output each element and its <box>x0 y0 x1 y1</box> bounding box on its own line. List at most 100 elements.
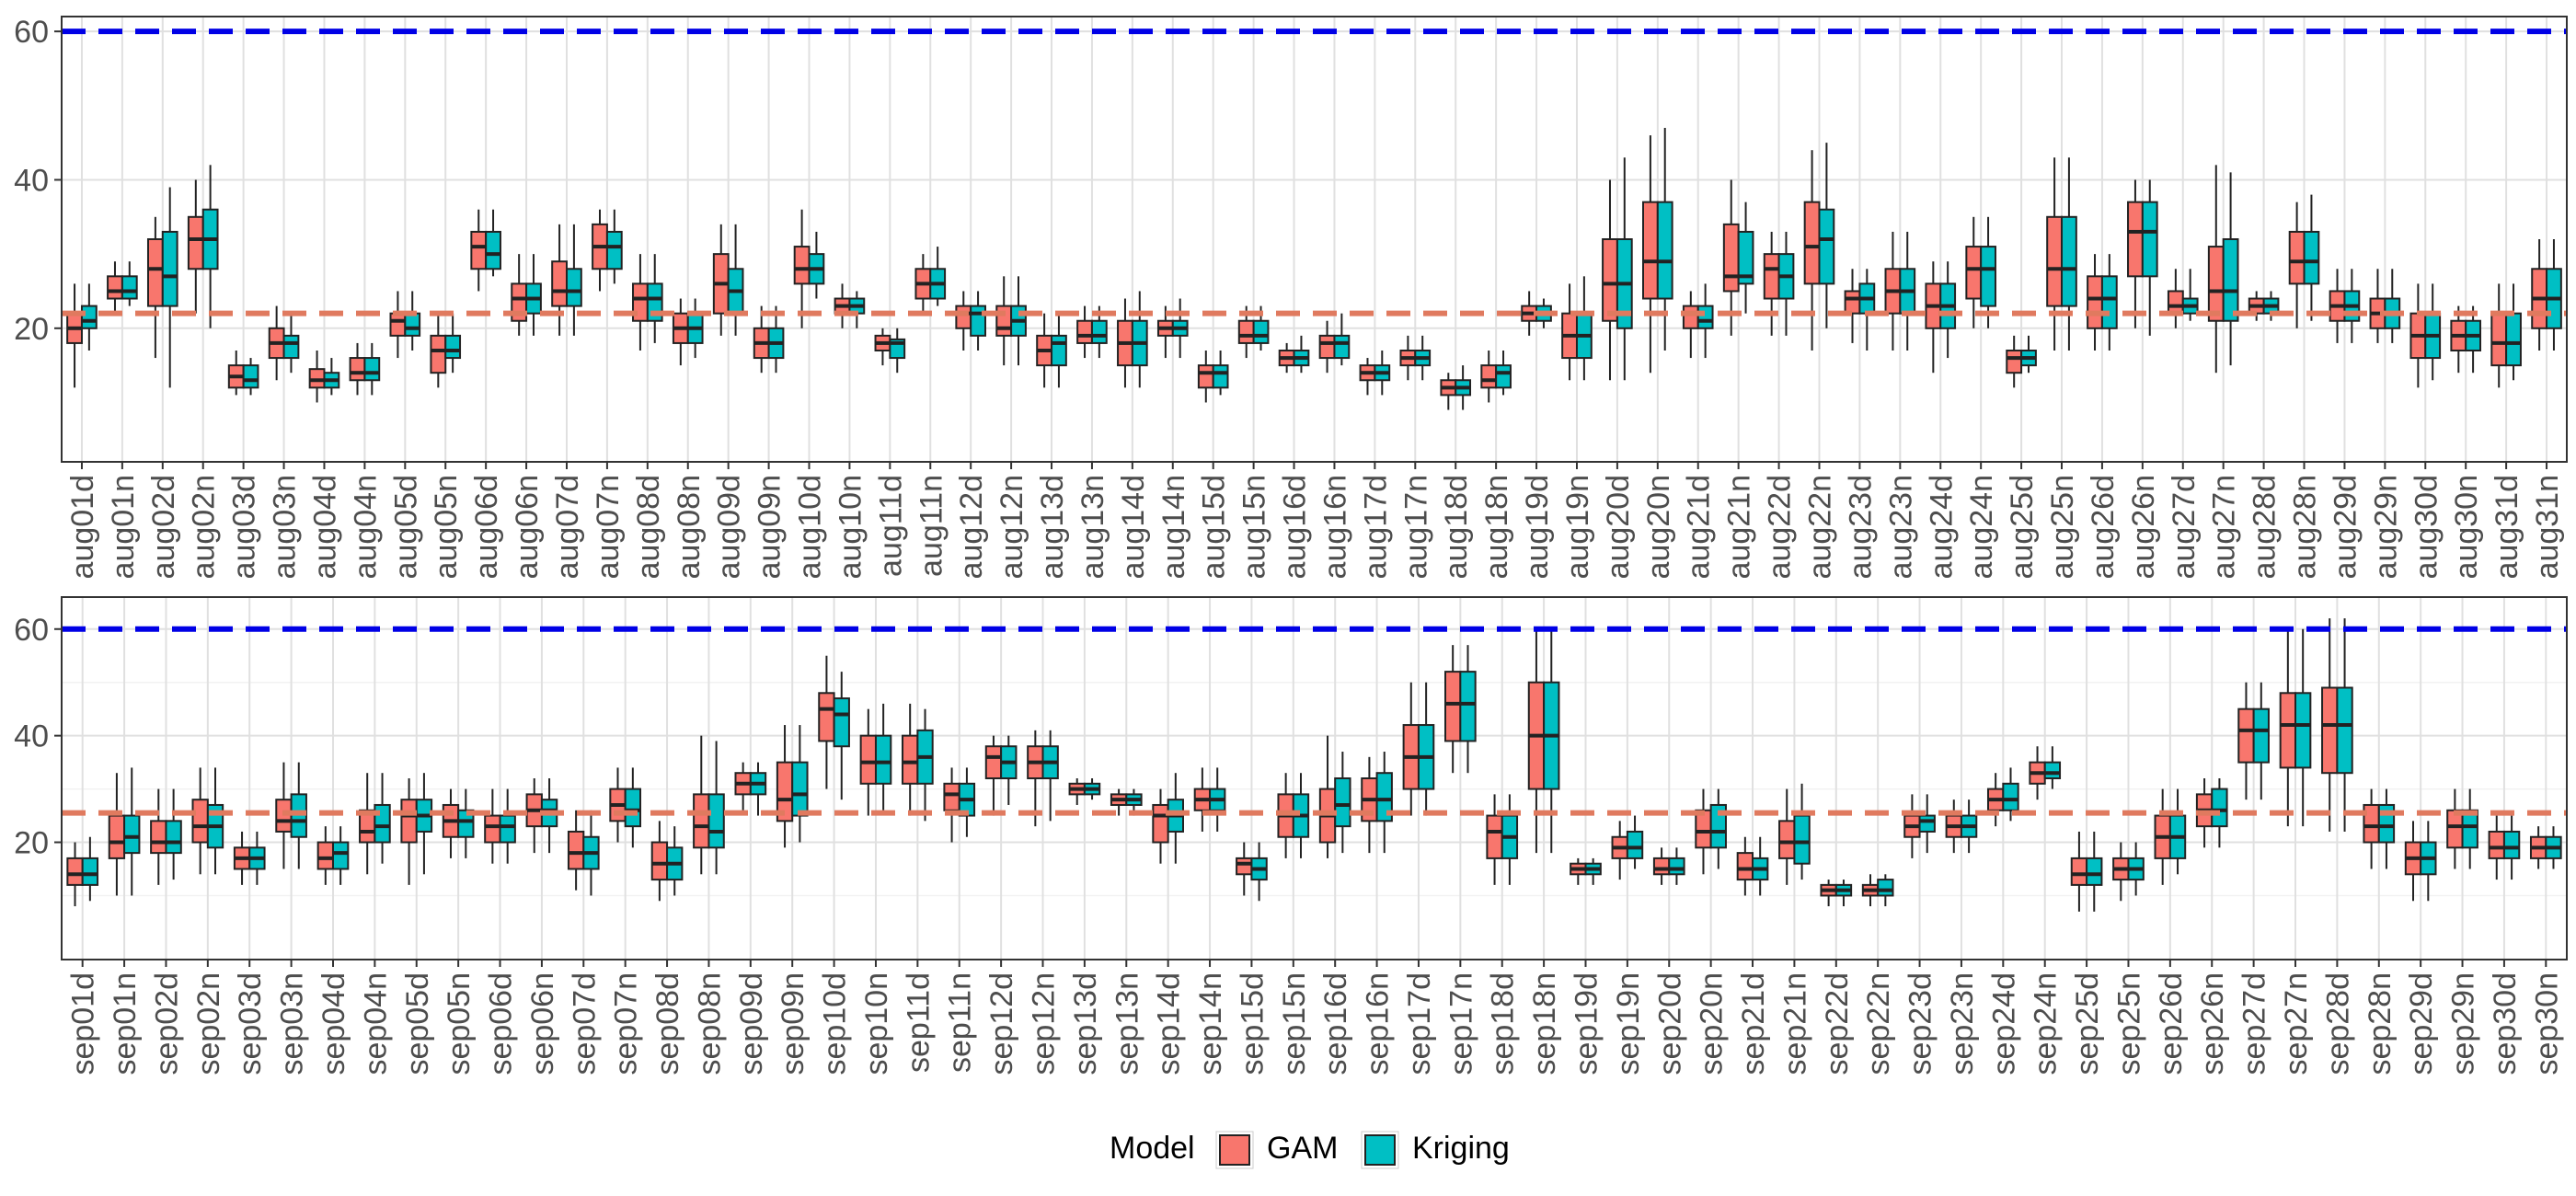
x-tick-label: sep07d <box>567 972 602 1075</box>
box-iqr <box>943 782 960 811</box>
box-kriging-sep27n <box>2294 628 2312 827</box>
box-kriging-aug13n <box>1090 305 1108 359</box>
y-tick-label: 60 <box>14 15 49 50</box>
x-tick-label: aug22d <box>1763 475 1798 579</box>
x-tick-label: sep01d <box>66 972 101 1075</box>
x-tick-label: aug06d <box>469 475 504 579</box>
x-tick-label: aug19n <box>1560 475 1595 579</box>
box-kriging-sep19n <box>1626 815 1644 869</box>
box-kriging-aug22d <box>1777 231 1795 336</box>
box-gam-aug17d <box>1359 358 1376 396</box>
box-kriging-aug23d <box>1858 269 1876 351</box>
x-tick-label: sep05n <box>442 972 477 1075</box>
box-iqr <box>2490 312 2508 367</box>
x-tick-label: sep01n <box>108 972 143 1075</box>
box-kriging-aug04d <box>323 358 340 396</box>
box-iqr <box>308 368 326 389</box>
x-tick-label: aug31n <box>2530 475 2565 579</box>
box-iqr <box>282 334 300 360</box>
box-kriging-aug20d <box>1616 157 1633 381</box>
box-kriging-sep27d <box>2252 682 2270 800</box>
box-kriging-sep07d <box>582 810 600 896</box>
box-gam-sep30n <box>2529 826 2547 869</box>
legend-title: Model <box>1110 1131 1195 1166</box>
box-kriging-sep12d <box>1000 735 1018 805</box>
x-tick-label: sep05d <box>400 972 435 1075</box>
x-tick-label: sep27n <box>2279 972 2314 1075</box>
box-iqr <box>242 364 259 389</box>
x-tick-label: sep02n <box>191 972 226 1075</box>
x-tick-label: sep21n <box>1777 972 1812 1075</box>
box-iqr <box>2002 782 2019 811</box>
box-gam-aug05d <box>389 291 407 359</box>
x-tick-label: sep10d <box>818 972 853 1075</box>
box-iqr <box>833 697 850 748</box>
x-tick-label: aug13d <box>1035 475 1070 579</box>
box-kriging-sep16d <box>1334 752 1351 854</box>
x-tick-label: aug09n <box>753 475 788 579</box>
box-kriging-aug03d <box>242 358 259 396</box>
box-iqr <box>1459 671 1477 742</box>
x-tick-label: sep08n <box>692 972 727 1075</box>
box-gam-sep12d <box>984 735 1003 816</box>
box-kriging-sep17n <box>1459 645 1477 774</box>
x-tick-label: sep03d <box>233 972 268 1075</box>
box-kriging-sep05n <box>457 788 475 858</box>
box-gam-aug23d <box>1844 269 1861 343</box>
x-tick-label: aug15n <box>1237 475 1272 579</box>
x-tick-label: aug21d <box>1682 475 1717 579</box>
x-tick-label: sep06n <box>525 972 560 1075</box>
box-kriging-aug28n <box>2303 194 2320 321</box>
box-kriging-sep11d <box>916 708 934 822</box>
box-iqr <box>1626 830 1644 859</box>
box-gam-sep09n <box>776 725 794 848</box>
box-iqr <box>165 820 182 855</box>
box-iqr <box>2100 275 2118 329</box>
x-tick-label: aug31d <box>2490 475 2524 579</box>
box-iqr <box>499 814 516 844</box>
box-gam-sep10d <box>818 655 835 789</box>
x-tick-label: aug13n <box>1075 475 1110 579</box>
x-tick-label: sep24d <box>1986 972 2021 1075</box>
x-tick-label: sep20n <box>1695 972 1730 1075</box>
box-gam-aug04n <box>349 342 366 396</box>
box-gam-aug20d <box>1602 179 1618 381</box>
box-iqr <box>2211 788 2228 828</box>
box-gam-sep25n <box>2112 842 2130 902</box>
box-kriging-sep01n <box>123 767 141 896</box>
box-gam-sep21n <box>1778 788 1796 885</box>
box-iqr <box>707 793 725 849</box>
box-iqr <box>389 312 407 337</box>
box-iqr <box>349 357 366 382</box>
box-gam-sep27n <box>2279 628 2297 827</box>
box-kriging-aug10d <box>808 231 825 299</box>
box-gam-aug22d <box>1763 231 1780 336</box>
x-tick-label: sep17n <box>1443 972 1478 1075</box>
x-tick-label: aug28d <box>2248 475 2283 579</box>
box-iqr <box>1051 334 1067 367</box>
x-tick-label: sep26d <box>2154 972 2189 1075</box>
box-iqr <box>316 841 334 870</box>
x-tick-label: aug02n <box>187 475 222 579</box>
x-tick-label: sep22d <box>1820 972 1855 1075</box>
x-tick-label: sep03n <box>275 972 310 1075</box>
box-iqr <box>81 857 99 886</box>
box-gam-sep14d <box>1152 788 1169 864</box>
x-tick-label: aug08d <box>631 475 666 579</box>
box-gam-sep18n <box>1527 628 1546 854</box>
box-gam-sep19d <box>1570 857 1587 885</box>
x-tick-label: sep29n <box>2446 972 2481 1075</box>
box-iqr <box>457 809 475 838</box>
box-iqr <box>1076 319 1093 344</box>
x-tick-label: aug05n <box>429 475 464 579</box>
box-iqr <box>551 260 568 307</box>
box-iqr <box>1642 201 1659 300</box>
box-gam-sep10n <box>859 708 877 816</box>
box-iqr <box>331 841 350 870</box>
box-gam-aug26n <box>2127 179 2144 328</box>
x-tick-label: sep28n <box>2363 972 2398 1075</box>
x-tick-label: aug10d <box>793 475 828 579</box>
box-iqr <box>2087 275 2103 329</box>
